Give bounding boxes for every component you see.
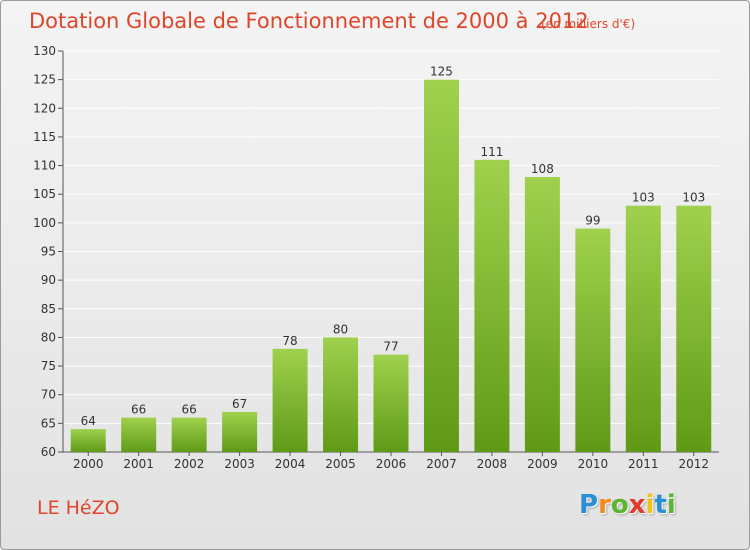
bar xyxy=(121,417,157,452)
bar xyxy=(222,411,258,452)
y-tick-label: 130 xyxy=(33,44,56,58)
logo-letter: P xyxy=(579,490,599,520)
x-tick-label: 2012 xyxy=(678,457,709,471)
y-tick-label: 90 xyxy=(41,273,56,287)
chart-subtitle: (en milliers d'€) xyxy=(541,17,636,31)
bar-value-label: 77 xyxy=(383,340,398,354)
y-tick-label: 100 xyxy=(33,216,56,230)
bar-value-label: 111 xyxy=(480,145,503,159)
x-tick-label: 2006 xyxy=(376,457,407,471)
bar xyxy=(423,79,459,453)
bar xyxy=(575,228,611,452)
x-tick-label: 2010 xyxy=(578,457,609,471)
logo-letter: i xyxy=(645,490,655,520)
logo-letter: i xyxy=(666,490,676,520)
chart-title: Dotation Globale de Fonctionnement de 20… xyxy=(29,9,589,33)
x-tick-label: 2007 xyxy=(426,457,457,471)
bar xyxy=(70,429,106,452)
bar-value-label: 64 xyxy=(81,414,96,428)
place-name: LE HéZO xyxy=(37,497,120,519)
logo-letter: o xyxy=(610,490,629,520)
x-tick-label: 2000 xyxy=(73,457,104,471)
x-tick-label: 2001 xyxy=(123,457,154,471)
x-tick-label: 2005 xyxy=(325,457,356,471)
x-tick-label: 2003 xyxy=(224,457,255,471)
bar-value-label: 103 xyxy=(682,191,705,205)
bar xyxy=(272,348,308,452)
bar xyxy=(676,205,712,452)
y-tick-label: 85 xyxy=(41,302,56,316)
logo-letter: t xyxy=(654,490,667,520)
x-tick-label: 2009 xyxy=(527,457,558,471)
y-tick-label: 80 xyxy=(41,330,56,344)
x-tick-label: 2004 xyxy=(275,457,306,471)
y-tick-label: 110 xyxy=(33,159,56,173)
y-tick-label: 70 xyxy=(41,388,56,402)
bar xyxy=(323,337,359,452)
bar-value-label: 99 xyxy=(585,214,600,228)
x-tick-label: 2002 xyxy=(174,457,205,471)
bar-value-label: 108 xyxy=(531,162,554,176)
bar-value-label: 67 xyxy=(232,397,247,411)
bar-value-label: 103 xyxy=(632,191,655,205)
bar xyxy=(474,159,510,453)
bar xyxy=(373,354,409,452)
bar xyxy=(625,205,661,452)
bar xyxy=(524,177,560,452)
x-tick-label: 2008 xyxy=(477,457,508,471)
bar-value-label: 66 xyxy=(131,403,146,417)
y-tick-label: 60 xyxy=(41,445,56,459)
bar-value-label: 66 xyxy=(182,403,197,417)
proxiti-logo: Proxiti xyxy=(579,490,676,520)
bar-value-label: 125 xyxy=(430,65,453,79)
y-tick-label: 75 xyxy=(41,359,56,373)
y-tick-label: 120 xyxy=(33,101,56,115)
logo-letter: x xyxy=(628,490,646,520)
x-tick-label: 2011 xyxy=(628,457,659,471)
y-tick-label: 125 xyxy=(33,73,56,87)
bar xyxy=(171,417,207,452)
y-tick-label: 115 xyxy=(33,130,56,144)
y-tick-label: 105 xyxy=(33,187,56,201)
logo-letter: r xyxy=(598,490,611,520)
y-tick-label: 65 xyxy=(41,416,56,430)
bar-value-label: 80 xyxy=(333,322,348,336)
y-tick-label: 95 xyxy=(41,245,56,259)
bar-value-label: 78 xyxy=(282,334,297,348)
